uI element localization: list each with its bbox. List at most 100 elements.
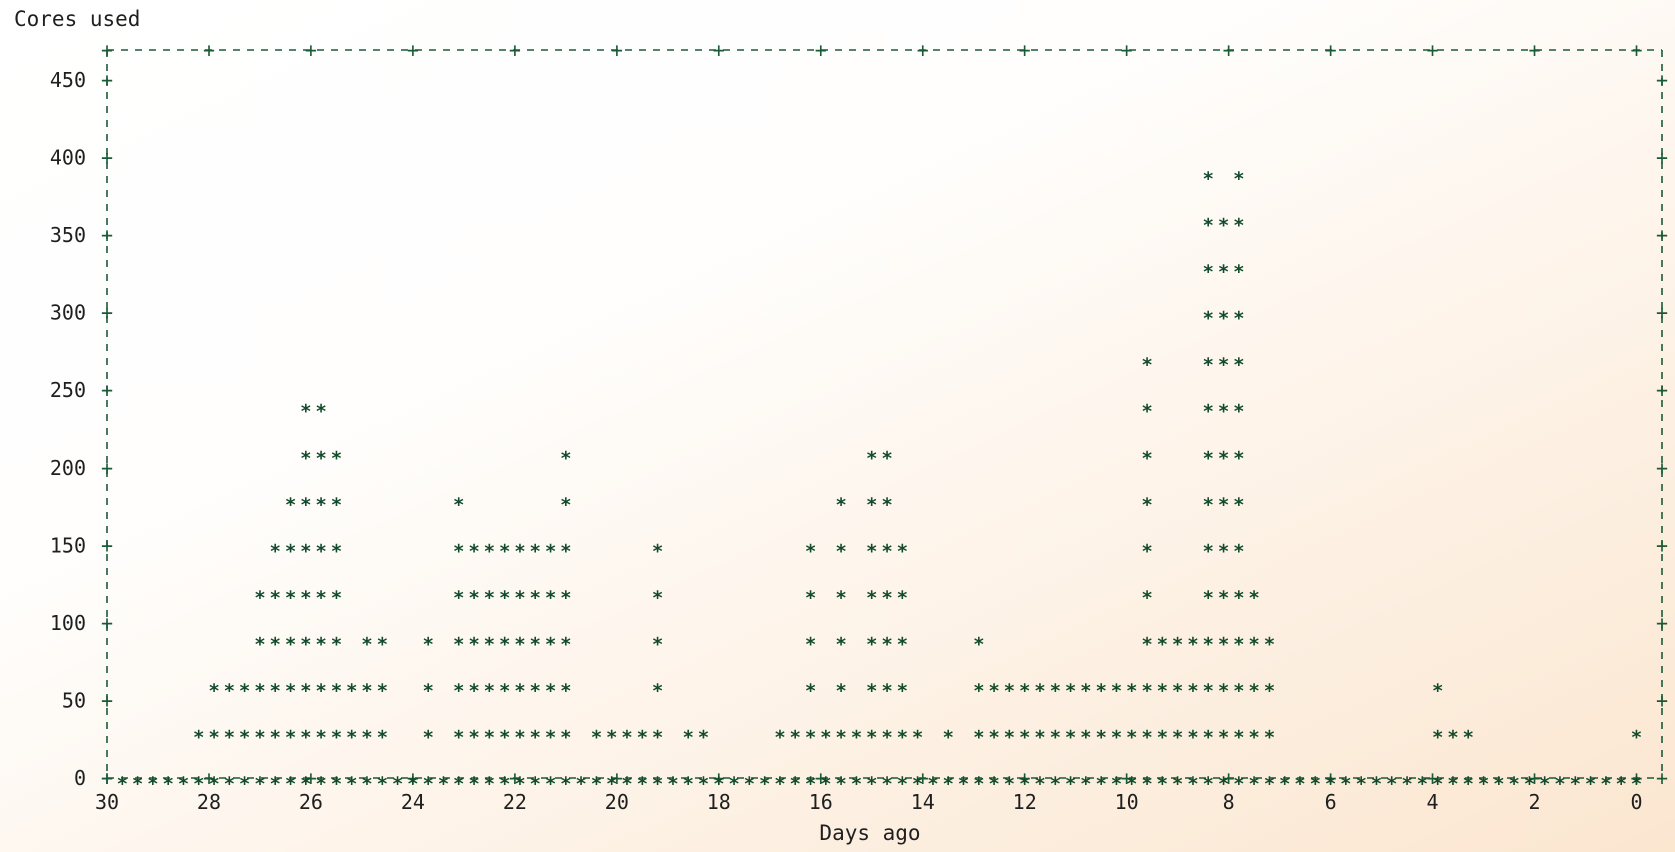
data-mark: * bbox=[239, 773, 250, 795]
data-mark: * bbox=[652, 587, 663, 609]
data-mark: * bbox=[239, 726, 250, 748]
x-tick-label: 10 bbox=[1115, 790, 1139, 814]
data-mark: * bbox=[224, 773, 235, 795]
data-mark: * bbox=[790, 726, 801, 748]
data-mark: * bbox=[1203, 401, 1214, 423]
data-mark: * bbox=[1019, 773, 1030, 795]
data-mark: * bbox=[270, 680, 281, 702]
data-mark: * bbox=[560, 726, 571, 748]
data-mark: * bbox=[1218, 587, 1229, 609]
data-mark: * bbox=[1233, 261, 1244, 283]
data-mark: * bbox=[973, 680, 984, 702]
data-point: * * * bbox=[1111, 680, 1122, 795]
data-point: * bbox=[1310, 773, 1321, 795]
x-tick-mark: + bbox=[713, 766, 725, 790]
data-mark: * bbox=[835, 587, 846, 609]
data-mark: * bbox=[637, 773, 648, 795]
data-mark: * bbox=[1203, 308, 1214, 330]
data-mark: * bbox=[881, 447, 892, 469]
data-mark: * bbox=[1141, 354, 1152, 376]
data-mark: * bbox=[1203, 354, 1214, 376]
data-mark: * bbox=[1218, 308, 1229, 330]
data-mark: * bbox=[1095, 680, 1106, 702]
data-mark: * bbox=[835, 773, 846, 795]
data-mark: * bbox=[1157, 773, 1168, 795]
data-mark: * bbox=[897, 773, 908, 795]
data-point: ** bbox=[193, 726, 204, 795]
data-mark: * bbox=[805, 680, 816, 702]
data-mark: * bbox=[484, 587, 495, 609]
y-tick-mark: + bbox=[101, 611, 113, 635]
data-mark: * bbox=[1325, 773, 1336, 795]
x-tick-mark: + bbox=[1223, 766, 1235, 790]
data-point: * * * * * * * * bbox=[560, 447, 571, 795]
data-point: * * * * * * bbox=[897, 540, 908, 795]
data-mark: * bbox=[606, 726, 617, 748]
data-mark: * bbox=[545, 726, 556, 748]
data-mark: * bbox=[744, 773, 755, 795]
data-mark: * bbox=[1172, 773, 1183, 795]
data-mark: * bbox=[1203, 215, 1214, 237]
data-mark: * bbox=[820, 726, 831, 748]
data-mark: * bbox=[866, 633, 877, 655]
data-mark: * bbox=[973, 726, 984, 748]
data-mark: * bbox=[897, 726, 908, 748]
data-mark: * bbox=[1187, 633, 1198, 655]
y-tick-mark: + bbox=[101, 68, 113, 92]
data-mark: * bbox=[545, 633, 556, 655]
data-point: * * * * bbox=[973, 633, 984, 795]
data-mark: * bbox=[315, 401, 326, 423]
data-mark: * bbox=[560, 680, 571, 702]
data-point: * * * * * * * bbox=[453, 494, 464, 795]
data-mark: * bbox=[1264, 633, 1275, 655]
data-mark: * bbox=[453, 587, 464, 609]
data-point: * * * * * * * * * * bbox=[1141, 354, 1152, 795]
data-point: ** bbox=[1631, 726, 1642, 795]
x-tick-label: 6 bbox=[1325, 790, 1337, 814]
x-tick-mark: + bbox=[203, 766, 215, 790]
data-point: * * * * * * * * * bbox=[315, 401, 326, 795]
data-mark: * bbox=[1233, 540, 1244, 562]
data-mark: * bbox=[881, 540, 892, 562]
data-mark: * bbox=[300, 401, 311, 423]
y-tick-mark: + bbox=[101, 301, 113, 325]
y-tick-mark: + bbox=[101, 766, 113, 790]
x-tick-mark: + bbox=[917, 766, 929, 790]
data-mark: * bbox=[270, 773, 281, 795]
data-mark: * bbox=[591, 773, 602, 795]
data-mark: * bbox=[254, 680, 265, 702]
x-tick-label: 0 bbox=[1630, 790, 1642, 814]
data-mark: * bbox=[1233, 447, 1244, 469]
data-mark: * bbox=[1095, 726, 1106, 748]
x-tick-label: 16 bbox=[809, 790, 833, 814]
data-mark: * bbox=[1050, 680, 1061, 702]
data-mark: * bbox=[285, 633, 296, 655]
data-mark: * bbox=[1203, 168, 1214, 190]
data-mark: * bbox=[1203, 447, 1214, 469]
x-tick-label: 26 bbox=[299, 790, 323, 814]
data-mark: * bbox=[1524, 773, 1535, 795]
x-tick-mark: + bbox=[1325, 766, 1337, 790]
y-tick-mark: + bbox=[101, 688, 113, 712]
data-mark: * bbox=[606, 773, 617, 795]
data-mark: * bbox=[759, 773, 770, 795]
data-mark: * bbox=[377, 680, 388, 702]
data-mark: * bbox=[728, 773, 739, 795]
data-mark: * bbox=[1585, 773, 1596, 795]
data-mark: * bbox=[988, 773, 999, 795]
data-mark: * bbox=[1233, 680, 1244, 702]
data-mark: * bbox=[1218, 773, 1229, 795]
chart-title: Cores used bbox=[14, 7, 140, 31]
data-mark: * bbox=[1004, 680, 1015, 702]
y-axis-labels: 0 50 100 150 200 250 300 350 400 450 bbox=[50, 68, 86, 790]
data-mark: * bbox=[1004, 773, 1015, 795]
y-tick-mark: + bbox=[1656, 611, 1668, 635]
data-mark: * bbox=[790, 773, 801, 795]
data-mark: * bbox=[468, 726, 479, 748]
data-mark: * bbox=[285, 587, 296, 609]
data-mark: * bbox=[560, 447, 571, 469]
data-mark: * bbox=[667, 773, 678, 795]
y-tick-mark: + bbox=[1656, 456, 1668, 480]
data-mark: * bbox=[1141, 447, 1152, 469]
data-mark: * bbox=[1294, 773, 1305, 795]
